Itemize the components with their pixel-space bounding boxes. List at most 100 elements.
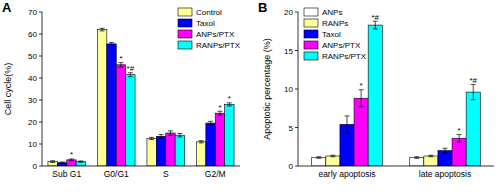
legend: Control Taxol ANPs/PTX RANPs/PTX	[178, 8, 241, 50]
error-bar	[168, 131, 173, 135]
legend: ANPsRANPsTaxolANPs/PTXRANPs/PTX	[304, 8, 367, 61]
bar	[107, 44, 116, 166]
y-tick	[39, 56, 42, 57]
panel-label: A	[2, 0, 12, 15]
y-tick	[295, 12, 298, 13]
y-tick	[295, 166, 298, 167]
legend-label: Taxol	[196, 19, 215, 28]
bar	[196, 142, 205, 166]
bar	[354, 98, 368, 166]
bar	[215, 113, 224, 166]
y-tick-label: 0	[33, 162, 38, 171]
legend-label: Control	[196, 8, 222, 17]
significance: *#	[127, 64, 135, 73]
y-axis-label: Cell cycle(%)	[3, 63, 13, 116]
error-bar	[78, 161, 83, 162]
x-axis	[298, 166, 494, 167]
error-bar	[109, 43, 114, 46]
x-tick-label: early apoptosis	[318, 169, 375, 179]
error-bar	[457, 134, 462, 142]
significance: *	[119, 54, 122, 63]
bar	[312, 158, 326, 166]
legend-swatch	[304, 41, 318, 49]
x-tick-label: G2/M	[205, 169, 226, 179]
error-bar	[100, 28, 105, 31]
bar	[116, 65, 125, 166]
bar	[466, 92, 480, 166]
y-tick	[39, 78, 42, 79]
bar	[48, 162, 57, 166]
significance: *	[360, 81, 363, 90]
y-tick	[295, 50, 298, 51]
error-bar	[414, 157, 419, 159]
bar	[175, 135, 184, 166]
y-axis	[42, 12, 43, 166]
error-bar	[177, 133, 182, 137]
legend-swatch	[304, 8, 318, 16]
legend-label: ANPs/PTX	[196, 30, 235, 39]
y-tick	[39, 144, 42, 145]
bar	[225, 104, 234, 166]
error-bar	[373, 21, 378, 29]
significance: *	[228, 94, 231, 103]
plot-area	[312, 21, 481, 166]
legend-swatch	[178, 8, 192, 16]
bar	[67, 160, 76, 166]
x-tick-label: Sub G1	[52, 169, 81, 179]
y-tick-label: 50	[28, 52, 37, 61]
error-bar	[316, 157, 321, 159]
x-tick-label: G0/G1	[104, 169, 129, 179]
legend-label: RANPs/PTX	[322, 52, 367, 61]
error-bar	[208, 121, 213, 125]
y-tick	[39, 100, 42, 101]
legend-swatch	[178, 30, 192, 38]
bar	[326, 156, 340, 166]
significance: *	[458, 126, 461, 135]
bar	[76, 162, 85, 166]
bar	[424, 156, 438, 166]
significance: *#	[371, 13, 379, 22]
y-tick	[39, 34, 42, 35]
error-bar	[345, 116, 350, 133]
y-tick-label: 70	[28, 8, 37, 17]
bar	[156, 136, 165, 166]
significance: *	[70, 150, 73, 159]
error-bar	[428, 155, 433, 157]
figure: A Cell cycle(%) * * * *# * 0 10 20 30 40 50 60 70 Sub G…	[0, 0, 500, 195]
bar	[147, 139, 156, 167]
error-bar	[60, 162, 65, 163]
legend-swatch	[304, 52, 318, 60]
y-tick-label: 10	[284, 85, 293, 94]
x-tick-label: S	[163, 169, 169, 179]
y-tick-label: 0	[289, 162, 294, 171]
bar	[57, 163, 66, 166]
y-tick-label: 20	[28, 118, 37, 127]
bar	[166, 133, 175, 166]
legend-swatch	[304, 30, 318, 38]
bar	[126, 75, 135, 166]
panel-label: B	[258, 0, 267, 15]
legend-swatch	[178, 41, 192, 49]
legend-swatch	[178, 19, 192, 27]
y-tick-label: 40	[28, 74, 37, 83]
significance: *	[218, 103, 221, 112]
error-bar	[330, 155, 335, 157]
y-tick-label: 60	[28, 30, 37, 39]
x-axis	[42, 166, 240, 167]
y-tick-label: 20	[284, 8, 293, 17]
y-tick	[39, 122, 42, 123]
bar	[97, 30, 106, 166]
legend-label: Taxol	[322, 30, 341, 39]
error-bar	[159, 135, 164, 139]
legend-label: RANPs/PTX	[196, 41, 241, 50]
y-tick-label: 30	[28, 96, 37, 105]
error-bar	[443, 148, 448, 153]
y-tick	[39, 166, 42, 167]
y-tick	[295, 127, 298, 128]
y-tick-label: 15	[284, 47, 293, 56]
y-tick	[39, 12, 42, 13]
y-tick-label: 10	[28, 140, 37, 149]
bar	[368, 25, 382, 166]
significance: *#	[469, 76, 477, 85]
x-tick-label: late apoptosis	[419, 169, 471, 179]
